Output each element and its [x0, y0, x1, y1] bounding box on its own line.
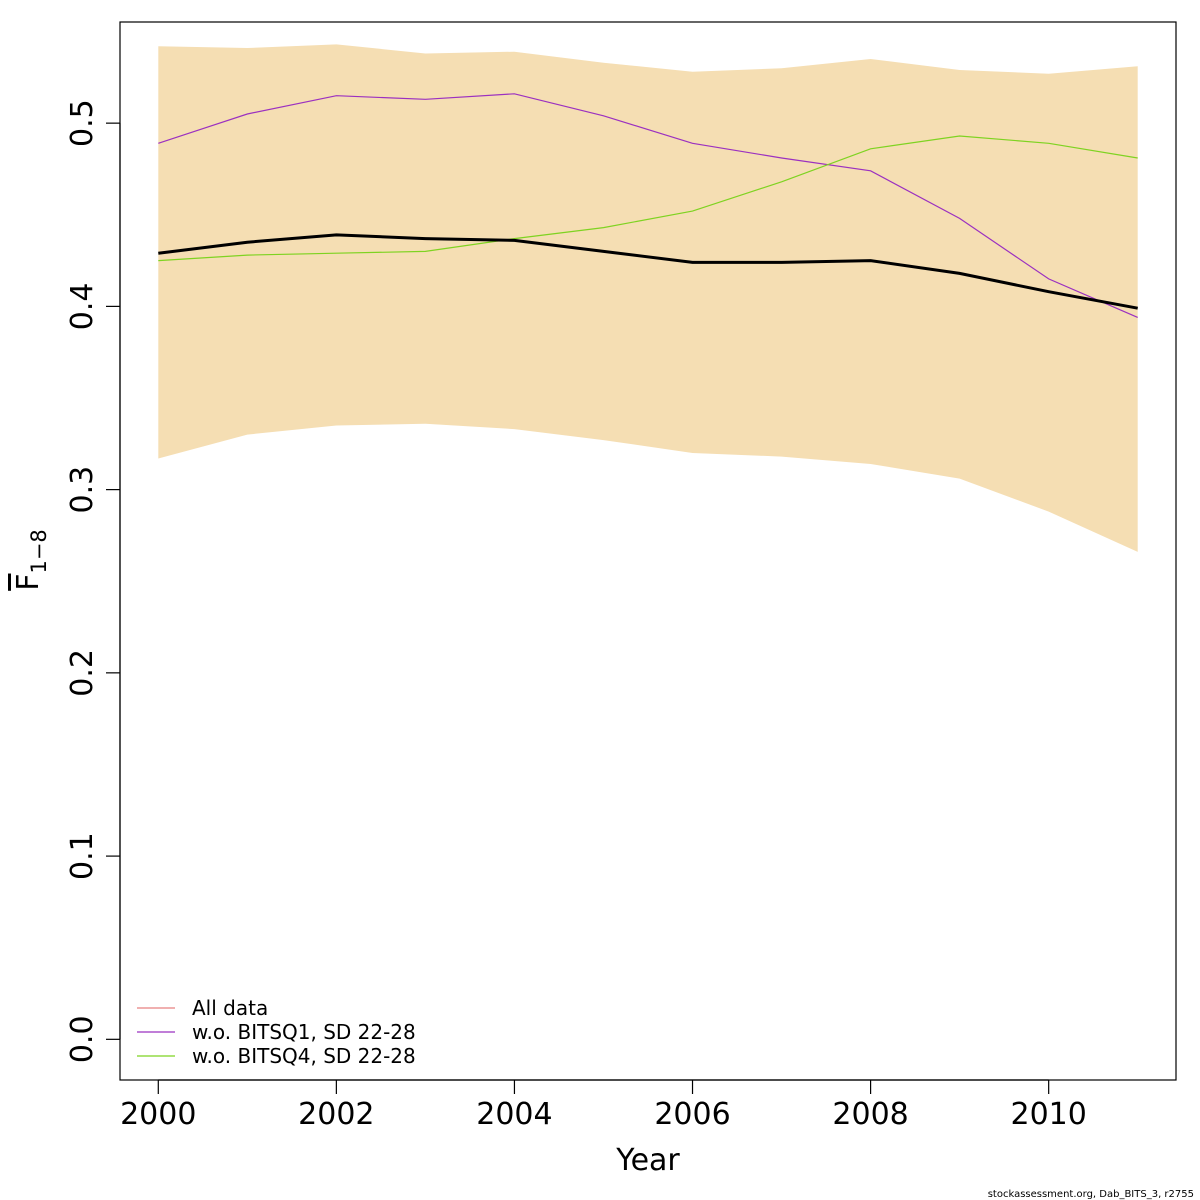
series-line-1 [158, 93, 1138, 318]
main-estimate-line [158, 233, 1138, 310]
x-tick-label: 2004 [476, 1097, 552, 1132]
y-tick-label: 0.1 [65, 832, 100, 880]
plot-area [119, 21, 1177, 1081]
legend-label-1: w.o. BITSQ1, SD 22-28 [192, 1020, 416, 1044]
x-axis: 2000 2002 2004 2006 2008 2010 [120, 1079, 1087, 1132]
svg-text:F1−8: F1−8 [11, 529, 51, 591]
y-axis-title-subscript: 1−8 [27, 529, 51, 573]
y-axis-title: F1−8 [11, 529, 51, 591]
legend-label-2: w.o. BITSQ4, SD 22-28 [192, 1044, 416, 1068]
x-tick-label: 2010 [1010, 1097, 1086, 1132]
series-line-2 [158, 135, 1138, 262]
x-tick-label: 2002 [298, 1097, 374, 1132]
x-axis-title: Year [615, 1143, 680, 1178]
x-tick-label: 2008 [832, 1097, 908, 1132]
y-tick-label: 0.0 [65, 1015, 100, 1063]
x-tick-label: 2000 [120, 1097, 196, 1132]
y-tick-label: 0.3 [65, 466, 100, 514]
y-tick-label: 0.4 [65, 283, 100, 331]
y-axis-title-main: F [11, 574, 46, 591]
x-tick-label: 2006 [654, 1097, 730, 1132]
y-tick-label: 0.2 [65, 649, 100, 697]
legend-label-0: All data [192, 996, 268, 1020]
series-lines [158, 93, 1138, 318]
footer-credit: stockassessment.org, Dab_BITS_3, r2755 [988, 1189, 1194, 1200]
confidence-band [158, 44, 1138, 552]
y-axis: 0.0 0.1 0.2 0.3 0.4 0.5 [65, 99, 121, 1063]
y-tick-label: 0.5 [65, 99, 100, 147]
